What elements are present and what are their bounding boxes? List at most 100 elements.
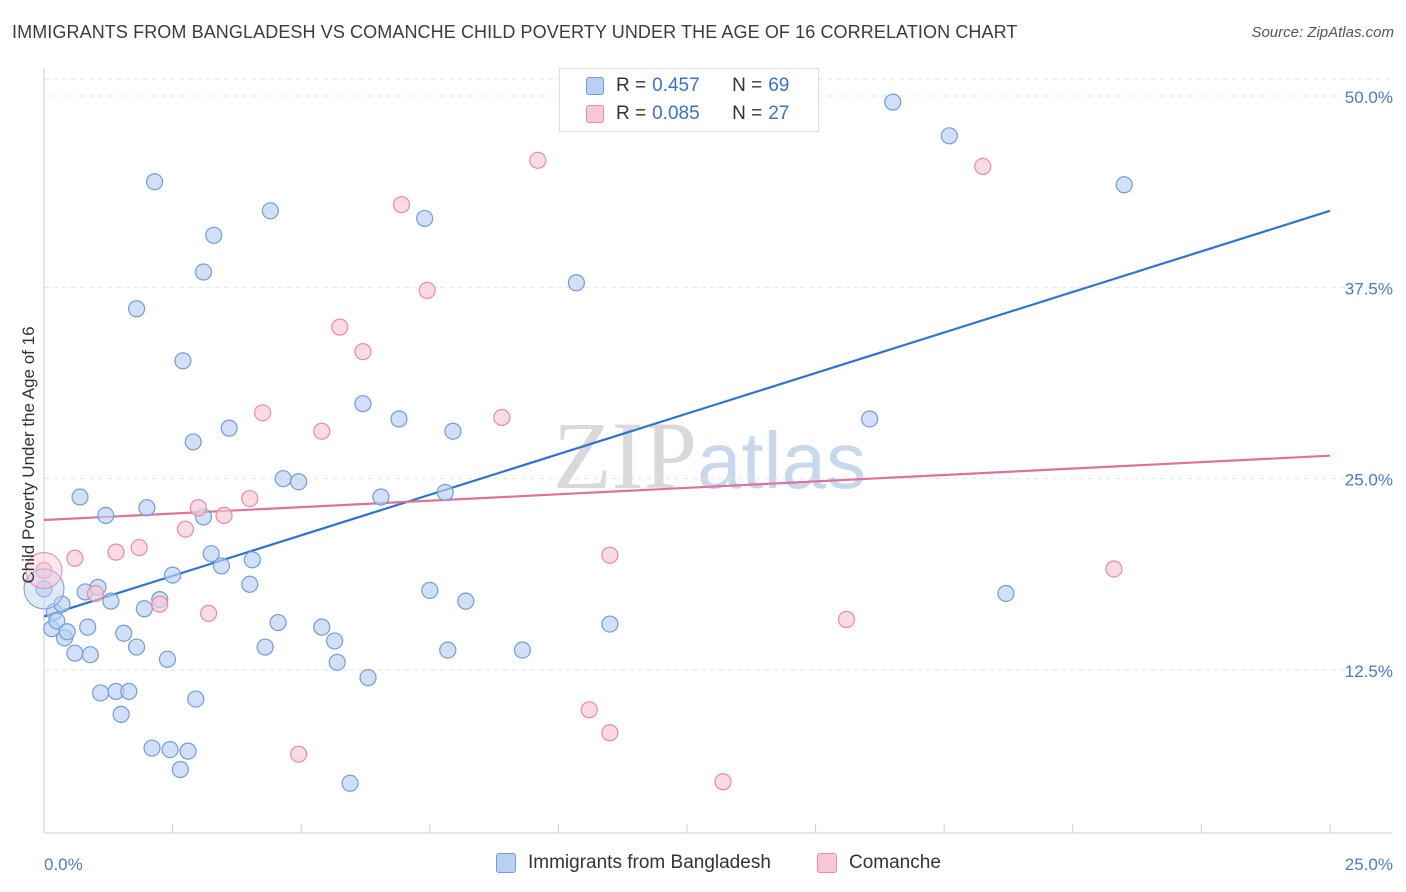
- point-comanche: [313, 422, 331, 440]
- point-bangladesh: [194, 263, 213, 281]
- point-comanche: [392, 196, 411, 214]
- point-bangladesh: [143, 739, 161, 757]
- point-bangladesh: [48, 612, 66, 630]
- point-bangladesh: [997, 584, 1015, 603]
- point-bangladesh: [71, 488, 89, 506]
- point-comanche: [1105, 560, 1123, 578]
- point-comanche: [107, 543, 125, 561]
- point-comanche: [714, 773, 732, 791]
- point-comanche: [580, 701, 598, 719]
- trend-lines: [43, 209, 1331, 618]
- point-bangladesh: [444, 422, 462, 440]
- y-tick-label: 12.5%: [1345, 662, 1393, 681]
- point-comanche: [331, 318, 349, 336]
- point-bangladesh: [202, 545, 220, 563]
- point-bangladesh: [91, 684, 110, 702]
- point-bangladesh: [187, 690, 205, 708]
- point-comanche: [974, 157, 992, 176]
- point-bangladesh: [326, 632, 344, 650]
- point-bangladesh: [372, 488, 390, 506]
- point-comanche: [151, 595, 169, 613]
- series-label-comanche: Comanche: [849, 852, 941, 873]
- point-comanche: [418, 281, 436, 299]
- point-comanche: [254, 404, 272, 422]
- point-comanche: [601, 546, 619, 564]
- data-points: [23, 93, 1133, 792]
- point-bangladesh: [79, 618, 97, 636]
- y-axis-label: Child Poverty Under the Age of 16: [19, 326, 38, 583]
- point-comanche: [200, 604, 218, 622]
- point-bangladesh: [243, 551, 261, 569]
- source-credit: Source: ZipAtlas.com: [1251, 24, 1394, 41]
- point-bangladesh: [53, 595, 71, 613]
- series-swatch-pink: [817, 853, 837, 873]
- point-bangladesh: [205, 226, 223, 244]
- legend-n-label: N =: [732, 75, 763, 96]
- point-comanche: [837, 610, 856, 629]
- point-bangladesh: [115, 624, 133, 642]
- series-label-bangladesh: Immigrants from Bangladesh: [528, 852, 771, 873]
- point-bangladesh: [256, 638, 274, 656]
- legend-r-label: R =: [616, 103, 647, 124]
- point-bangladesh: [112, 705, 130, 723]
- point-bangladesh: [328, 653, 346, 671]
- y-tick-label: 37.5%: [1345, 279, 1393, 298]
- point-comanche: [290, 745, 308, 763]
- point-bangladesh: [161, 740, 179, 759]
- point-bangladesh: [436, 483, 454, 502]
- point-bangladesh: [241, 575, 259, 593]
- point-bangladesh: [97, 506, 115, 525]
- legend-r-value: 0.085: [652, 103, 700, 124]
- point-comanche: [189, 499, 207, 517]
- legend-n-label: N =: [732, 103, 763, 124]
- point-bangladesh: [179, 742, 197, 760]
- point-bangladesh: [884, 93, 902, 111]
- correlation-legend: R = 0.457 N = 69 R = 0.085 N = 27: [559, 68, 819, 132]
- point-bangladesh: [1115, 176, 1133, 194]
- point-bangladesh: [145, 173, 164, 191]
- point-bangladesh: [269, 613, 287, 632]
- point-bangladesh: [861, 410, 879, 428]
- y-tick-label: 50.0%: [1345, 88, 1393, 107]
- point-bangladesh: [102, 592, 120, 610]
- point-bangladesh: [171, 760, 189, 779]
- point-comanche: [601, 724, 619, 742]
- point-bangladesh: [174, 352, 192, 370]
- point-bangladesh: [120, 682, 138, 701]
- point-bangladesh: [354, 395, 372, 413]
- point-bangladesh: [313, 618, 331, 636]
- point-bangladesh: [421, 581, 439, 600]
- legend-swatch-blue: [586, 77, 604, 95]
- legend-r-value: 0.457: [652, 75, 700, 96]
- point-bangladesh: [261, 202, 279, 220]
- point-comanche: [529, 151, 547, 169]
- point-bangladesh: [220, 419, 238, 437]
- point-bangladesh: [567, 274, 586, 292]
- point-bangladesh: [127, 300, 146, 318]
- point-bangladesh: [457, 592, 475, 610]
- point-comanche: [130, 538, 148, 557]
- point-comanche: [86, 584, 105, 603]
- point-bangladesh: [601, 615, 619, 633]
- point-bangladesh: [58, 623, 76, 641]
- point-comanche: [241, 489, 259, 508]
- point-bangladesh: [416, 209, 434, 228]
- point-bangladesh: [212, 557, 231, 575]
- point-bangladesh: [513, 641, 531, 659]
- point-bangladesh: [164, 566, 182, 584]
- watermark-atlas: atlas: [697, 416, 866, 505]
- legend-n-value: 27: [768, 103, 790, 124]
- point-bangladesh: [290, 473, 308, 491]
- point-bangladesh: [127, 638, 146, 656]
- point-comanche: [493, 408, 511, 427]
- x-tick-label-min: 0.0%: [44, 855, 83, 874]
- legend-r-label: R =: [616, 75, 647, 96]
- point-bangladesh: [359, 669, 377, 687]
- series-legend-bangladesh: Immigrants from Bangladesh: [496, 852, 771, 874]
- point-comanche: [66, 549, 84, 567]
- point-bangladesh: [940, 127, 958, 145]
- point-bangladesh: [390, 410, 408, 428]
- legend-swatch-pink: [586, 105, 604, 123]
- point-bangladesh: [81, 646, 99, 664]
